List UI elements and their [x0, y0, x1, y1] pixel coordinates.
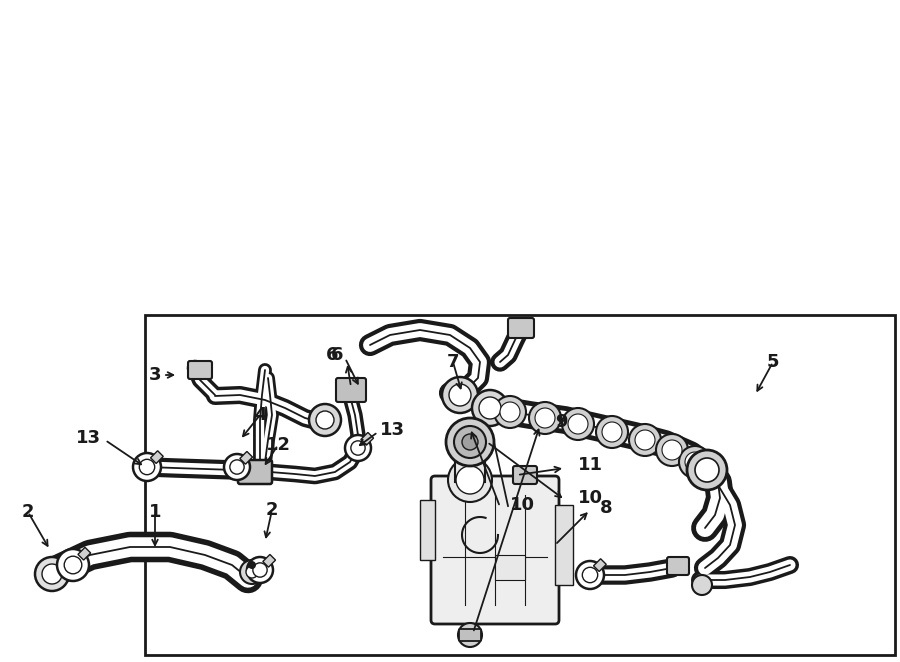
Circle shape: [57, 549, 89, 581]
Circle shape: [442, 377, 478, 413]
Text: 7: 7: [446, 353, 459, 371]
Circle shape: [351, 441, 365, 455]
Text: 2: 2: [22, 503, 34, 521]
Circle shape: [494, 396, 526, 428]
Circle shape: [535, 408, 555, 428]
Text: 6: 6: [326, 346, 338, 364]
Circle shape: [629, 424, 661, 456]
Text: 6: 6: [330, 346, 343, 364]
Bar: [420, 500, 435, 560]
Text: 13: 13: [76, 429, 101, 447]
Bar: [455, 450, 485, 482]
Text: 1: 1: [148, 503, 161, 521]
Circle shape: [35, 557, 69, 591]
FancyBboxPatch shape: [336, 378, 366, 402]
Circle shape: [345, 435, 371, 461]
Circle shape: [133, 453, 161, 481]
Circle shape: [582, 567, 598, 583]
Circle shape: [685, 452, 705, 472]
Bar: [361, 432, 374, 445]
Bar: [239, 451, 253, 464]
Circle shape: [64, 556, 82, 574]
Text: 2: 2: [266, 501, 278, 519]
Circle shape: [248, 561, 256, 569]
Circle shape: [562, 408, 594, 440]
FancyBboxPatch shape: [431, 476, 559, 624]
Circle shape: [448, 458, 492, 502]
Circle shape: [662, 440, 682, 460]
Circle shape: [602, 422, 622, 442]
Bar: [593, 559, 607, 571]
FancyBboxPatch shape: [508, 318, 534, 338]
Text: 9: 9: [555, 413, 568, 431]
Text: 8: 8: [600, 499, 613, 517]
Circle shape: [462, 434, 478, 450]
Bar: [495, 555, 525, 580]
Circle shape: [500, 402, 520, 422]
Circle shape: [247, 557, 273, 583]
Circle shape: [456, 466, 484, 494]
Circle shape: [635, 430, 655, 450]
Text: 5: 5: [767, 353, 779, 371]
Circle shape: [479, 397, 501, 419]
Circle shape: [656, 434, 688, 466]
Text: 12: 12: [266, 436, 291, 454]
FancyBboxPatch shape: [188, 361, 212, 379]
Circle shape: [230, 460, 244, 474]
Circle shape: [679, 446, 711, 478]
FancyBboxPatch shape: [238, 460, 272, 484]
Circle shape: [224, 454, 250, 480]
Circle shape: [449, 384, 471, 406]
FancyBboxPatch shape: [667, 557, 689, 575]
Bar: [263, 555, 275, 567]
Text: 13: 13: [380, 421, 404, 439]
Text: 4: 4: [254, 406, 266, 424]
Circle shape: [253, 563, 267, 577]
Circle shape: [454, 426, 486, 458]
Circle shape: [140, 459, 155, 475]
Circle shape: [692, 575, 712, 595]
FancyBboxPatch shape: [513, 466, 537, 484]
Circle shape: [309, 404, 341, 436]
Circle shape: [316, 411, 334, 429]
Text: 10: 10: [510, 496, 535, 514]
Text: 10: 10: [578, 489, 603, 507]
Circle shape: [458, 623, 482, 647]
Bar: [555, 505, 573, 585]
Text: 11: 11: [578, 456, 603, 474]
Bar: [78, 547, 91, 560]
Circle shape: [695, 458, 719, 482]
Circle shape: [576, 561, 604, 589]
Circle shape: [472, 390, 508, 426]
Circle shape: [446, 418, 494, 466]
FancyBboxPatch shape: [459, 629, 481, 641]
Bar: [145, 315, 895, 655]
Circle shape: [240, 560, 264, 584]
Circle shape: [246, 566, 258, 578]
Bar: [150, 451, 163, 463]
Circle shape: [42, 564, 62, 584]
Circle shape: [529, 402, 561, 434]
Circle shape: [568, 414, 588, 434]
Circle shape: [687, 450, 727, 490]
Circle shape: [596, 416, 628, 448]
Text: 3: 3: [148, 366, 161, 384]
